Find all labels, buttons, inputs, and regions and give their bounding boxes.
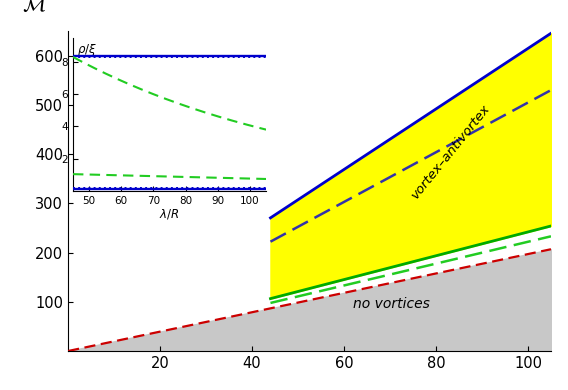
Text: no vortices: no vortices (353, 297, 430, 311)
Text: vortex–antivortex: vortex–antivortex (408, 102, 492, 202)
Y-axis label: $\mathcal{M}$: $\mathcal{M}$ (22, 0, 47, 15)
